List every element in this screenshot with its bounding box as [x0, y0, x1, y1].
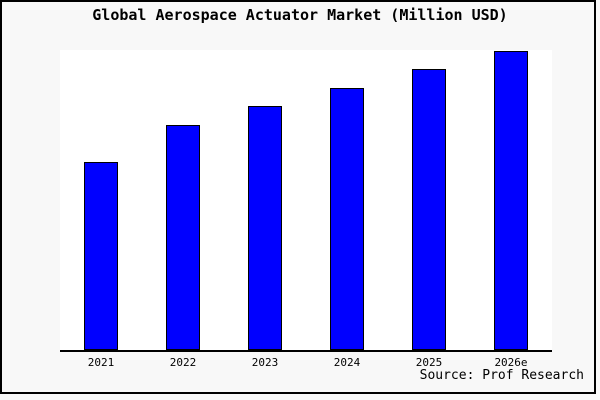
x-tick-label-2022: 2022 [169, 356, 197, 369]
x-tick-label-2021: 2021 [87, 356, 115, 369]
bar-2025 [412, 68, 446, 350]
x-tick-label-2025: 2025 [415, 356, 443, 369]
x-tick-label-2026e: 2026e [494, 356, 528, 369]
bar-2021 [84, 161, 118, 350]
bar-slot-2025 [388, 50, 470, 350]
bar-slot-2021 [60, 50, 142, 350]
x-tick-row: 2021 2022 2023 2024 2025 2026e [60, 356, 552, 369]
bar-2023 [248, 106, 282, 350]
chart-title: Global Aerospace Actuator Market (Millio… [92, 6, 508, 24]
bar-slot-2026e [470, 50, 552, 350]
bar-slot-2022 [142, 50, 224, 350]
bar-2022 [166, 125, 200, 350]
bar-2026e [494, 50, 528, 350]
source-credit: Source: Prof Research [419, 368, 584, 383]
x-tick-label-2024: 2024 [333, 356, 361, 369]
bar-slot-2024 [306, 50, 388, 350]
plot-area [60, 50, 552, 350]
bar-slot-2023 [224, 50, 306, 350]
x-tick-label-2023: 2023 [251, 356, 279, 369]
bar-2024 [330, 88, 364, 350]
x-axis-line [60, 350, 552, 352]
